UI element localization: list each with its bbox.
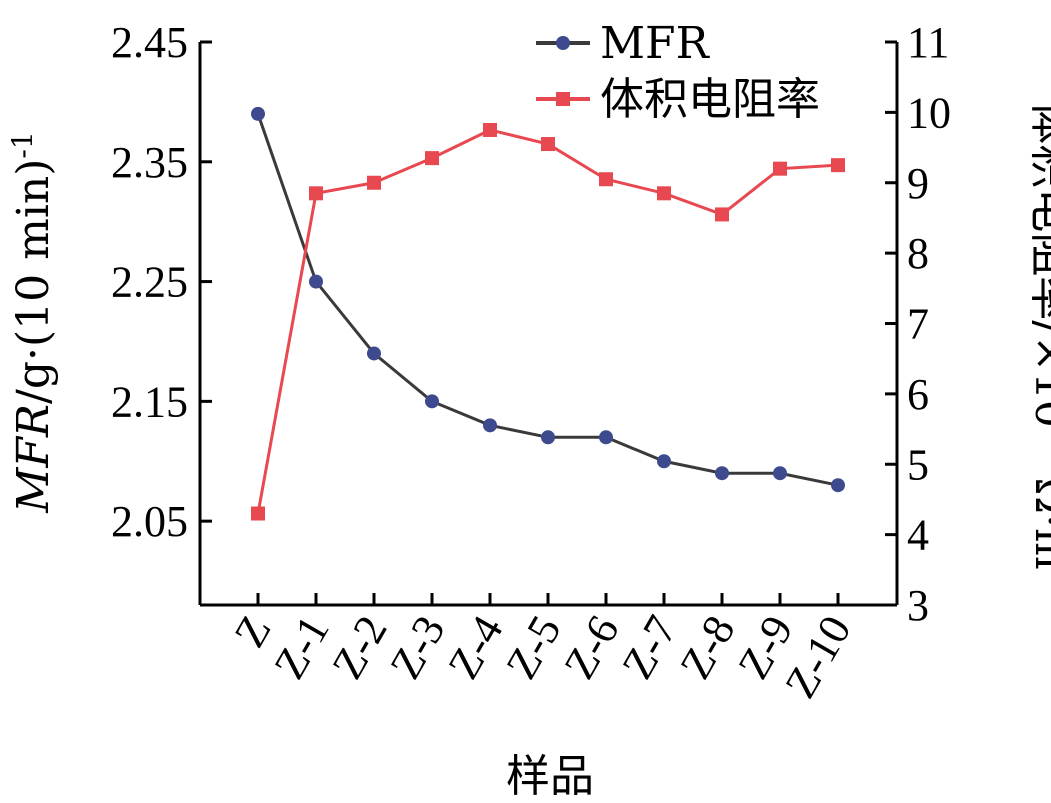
left-tick-label-4: 2.45: [111, 18, 188, 67]
left-tick-label-0: 2.05: [111, 497, 188, 546]
x-tick-label-7: Z-7: [612, 608, 686, 688]
legend-resistivity-marker: [556, 92, 570, 106]
series-layer: [251, 106, 845, 521]
right-tick-label-3: 6: [907, 370, 929, 419]
right-tick-label-5: 8: [907, 229, 929, 278]
right-tick-label-7: 10: [907, 88, 951, 137]
mfr-point-6: [599, 430, 613, 445]
mfr-point-9: [773, 466, 787, 481]
x-tick-label-3: Z-3: [380, 608, 454, 688]
x-tick-label-2: Z-2: [322, 608, 396, 688]
x-tick-label-4: Z-4: [438, 608, 512, 688]
resistivity-point-3: [425, 151, 439, 166]
left-tick-label-3: 2.35: [111, 138, 188, 187]
right-axis-title: 体积电阻率/×1013 Ω·m: [1025, 100, 1051, 570]
mfr-point-10: [831, 478, 845, 493]
legend: MFR 体积电阻率: [536, 18, 820, 125]
x-tick-label-1: Z-1: [264, 608, 338, 688]
series-line-0: [256, 113, 839, 487]
mfr-point-1: [309, 274, 323, 289]
mfr-point-4: [483, 418, 497, 433]
left-tick-label-1: 2.15: [111, 377, 188, 426]
resistivity-point-0: [251, 506, 265, 521]
series-line-1: [256, 128, 839, 514]
resistivity-point-2: [367, 175, 381, 190]
mfr-point-0: [251, 106, 265, 121]
resistivity-point-4: [483, 122, 497, 137]
legend-mfr-label: MFR: [600, 18, 711, 69]
right-tick-label-2: 5: [907, 440, 929, 489]
resistivity-point-7: [657, 186, 671, 201]
x-tick-label-8: Z-8: [670, 608, 744, 688]
resistivity-point-9: [773, 161, 787, 176]
mfr-point-8: [715, 466, 729, 481]
left-axis-title: MFR/g·(10 min)-1: [6, 131, 60, 513]
right-tick-label-1: 4: [907, 511, 929, 560]
legend-mfr-marker: [556, 36, 570, 50]
mfr-point-2: [367, 346, 381, 361]
resistivity-point-1: [309, 186, 323, 201]
right-tick-label-8: 11: [907, 18, 949, 67]
legend-resistivity-label: 体积电阻率: [600, 74, 820, 125]
mfr-point-3: [425, 394, 439, 409]
resistivity-point-6: [599, 172, 613, 187]
resistivity-point-8: [715, 207, 729, 222]
axes: [198, 42, 899, 607]
mfr-point-7: [657, 454, 671, 469]
resistivity-point-10: [831, 158, 845, 173]
left-tick-label-2: 2.25: [111, 258, 188, 307]
right-tick-label-6: 9: [907, 159, 929, 208]
mfr-point-5: [541, 430, 555, 445]
resistivity-point-5: [541, 137, 555, 152]
x-tick-label-5: Z-5: [496, 608, 570, 688]
ticks: 2.052.152.252.352.4534567891011ZZ-1Z-2Z-…: [111, 18, 951, 706]
x-tick-label-6: Z-6: [554, 608, 628, 688]
right-tick-label-4: 7: [907, 300, 929, 349]
right-tick-label-0: 3: [907, 581, 929, 630]
x-axis-title: 样品: [506, 751, 594, 802]
